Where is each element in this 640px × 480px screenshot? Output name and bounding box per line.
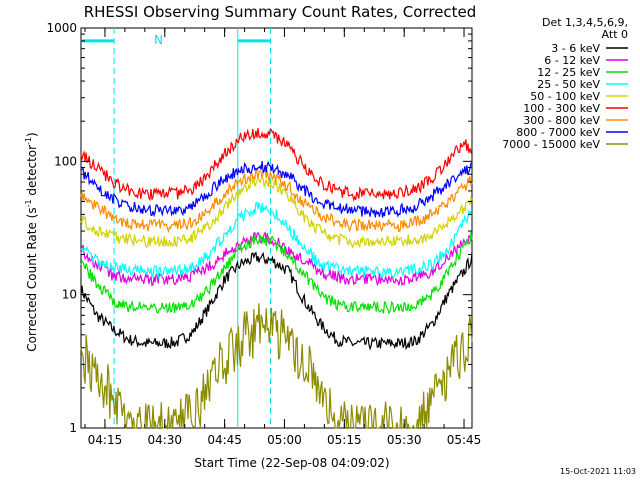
legend-label: 25 - 50 keV xyxy=(537,78,600,91)
y-axis-label-sup1: -1 xyxy=(24,199,33,207)
plot-area xyxy=(80,27,473,429)
y-tick-label: 1 xyxy=(69,421,77,435)
legend-label: 3 - 6 keV xyxy=(551,42,600,55)
legend-label: 6 - 12 keV xyxy=(544,54,600,67)
series-line xyxy=(80,201,473,280)
x-tick-label: 05:45 xyxy=(447,433,482,447)
x-tick-label: 04:30 xyxy=(147,433,182,447)
series-line xyxy=(80,160,473,218)
series-line xyxy=(80,168,473,234)
series-line xyxy=(80,251,473,351)
x-tick-label: 05:15 xyxy=(327,433,362,447)
y-axis-label-end: ) xyxy=(25,132,39,137)
y-tick-label: 10 xyxy=(62,288,77,302)
x-axis-label: Start Time (22-Sep-08 04:09:02) xyxy=(194,456,389,470)
series-line xyxy=(80,303,473,431)
y-axis-label: Corrected Count Rate (s-1 detector-1) xyxy=(24,132,39,351)
y-axis-label-sup2: -1 xyxy=(24,137,33,145)
y-axis: 1 10 100 1000 xyxy=(46,21,472,435)
flag-layer xyxy=(81,28,272,428)
chart-title: RHESSI Observing Summary Count Rates, Co… xyxy=(84,3,477,21)
legend-label: 800 - 7000 keV xyxy=(516,126,600,139)
x-tick-label: 05:30 xyxy=(387,433,422,447)
series-line xyxy=(80,177,473,250)
legend-label: 12 - 25 keV xyxy=(537,66,600,79)
plot-frame xyxy=(80,27,473,429)
series-line xyxy=(80,232,473,315)
y-tick-label: 1000 xyxy=(46,21,77,35)
legend-label: 100 - 300 keV xyxy=(523,102,600,115)
x-tick-label: 04:45 xyxy=(207,433,242,447)
legend-header-line1: Det 1,3,4,5,6,9, xyxy=(542,16,628,29)
legend-label: 300 - 800 keV xyxy=(523,114,600,127)
series-layer xyxy=(80,127,473,431)
x-tick-label: 05:00 xyxy=(267,433,302,447)
y-tick-label: 100 xyxy=(54,154,77,168)
x-axis: 04:15 04:30 04:45 05:00 05:15 05:30 05:45 xyxy=(84,28,482,447)
legend-label: 7000 - 15000 keV xyxy=(502,138,600,151)
y-axis-label-mid: detector xyxy=(25,145,39,200)
footer-timestamp: 15-Oct-2021 11:03 xyxy=(560,467,636,476)
series-line xyxy=(80,127,473,202)
legend-header-line2: Att 0 xyxy=(602,28,628,41)
legend-label: 50 - 100 keV xyxy=(530,90,600,103)
x-tick-label: 04:15 xyxy=(88,433,123,447)
flag-label: N xyxy=(154,33,163,47)
y-axis-label-main: Corrected Count Rate (s xyxy=(25,207,39,351)
